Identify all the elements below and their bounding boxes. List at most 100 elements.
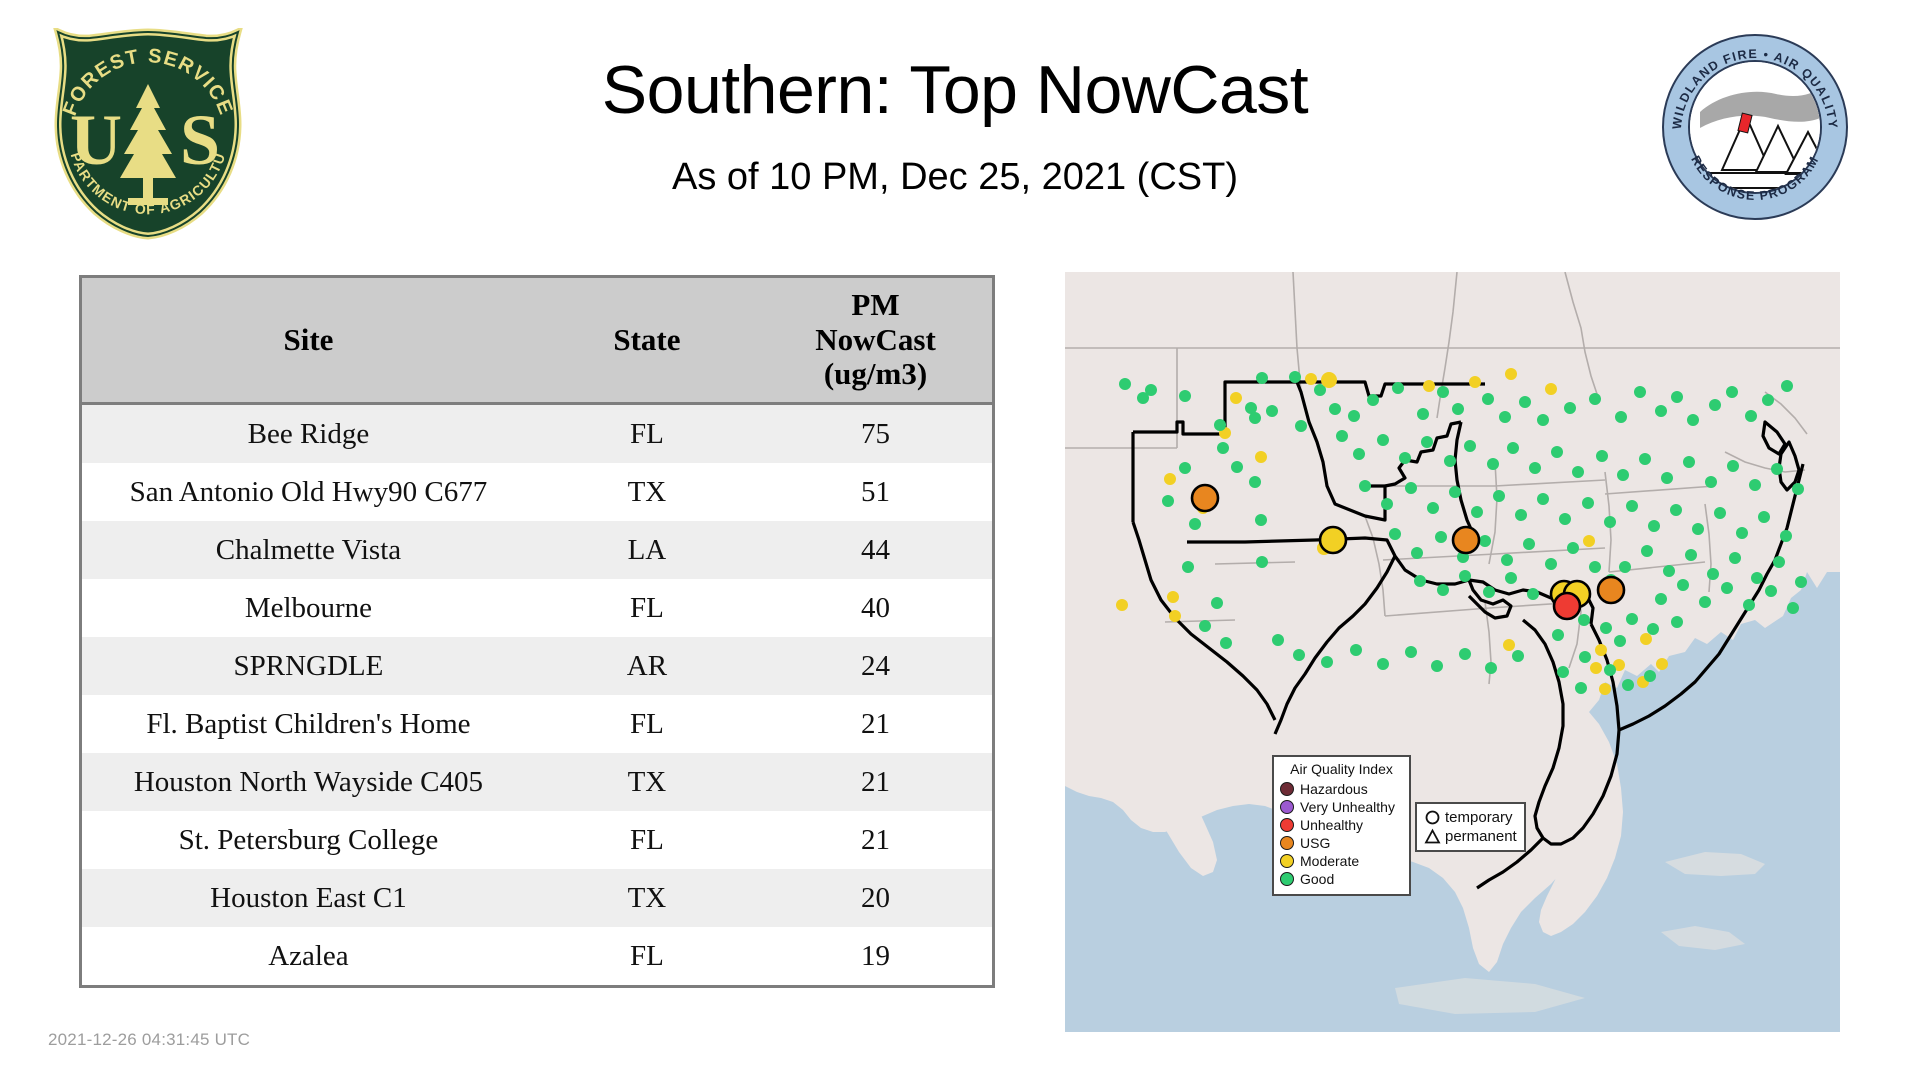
map-marker[interactable] (1600, 622, 1612, 634)
map-marker[interactable] (1217, 442, 1229, 454)
map-marker[interactable] (1421, 436, 1433, 448)
map-marker[interactable] (1745, 410, 1757, 422)
map-marker[interactable] (1583, 535, 1595, 547)
map-marker[interactable] (1179, 390, 1191, 402)
map-marker[interactable] (1655, 593, 1667, 605)
map-marker[interactable] (1437, 584, 1449, 596)
map-marker[interactable] (1647, 623, 1659, 635)
map-marker[interactable] (1231, 461, 1243, 473)
map-marker[interactable] (1604, 516, 1616, 528)
map-marker[interactable] (1399, 452, 1411, 464)
map-marker[interactable] (1727, 460, 1739, 472)
map-marker[interactable] (1683, 456, 1695, 468)
map-marker[interactable] (1266, 405, 1278, 417)
map-marker[interactable] (1557, 666, 1569, 678)
map-marker[interactable] (1707, 568, 1719, 580)
map-marker[interactable] (1537, 414, 1549, 426)
map-marker[interactable] (1164, 473, 1176, 485)
map-marker[interactable] (1599, 683, 1611, 695)
map-marker[interactable] (1431, 660, 1443, 672)
map-marker[interactable] (1648, 520, 1660, 532)
map-marker[interactable] (1444, 455, 1456, 467)
map-marker[interactable] (1795, 576, 1807, 588)
map-marker[interactable] (1551, 446, 1563, 458)
map-marker[interactable] (1321, 372, 1337, 388)
map-marker[interactable] (1626, 500, 1638, 512)
map-marker-highlighted[interactable] (1318, 525, 1348, 555)
map-marker[interactable] (1771, 463, 1783, 475)
map-marker[interactable] (1505, 572, 1517, 584)
map-marker[interactable] (1590, 662, 1602, 674)
map-marker[interactable] (1639, 453, 1651, 465)
map-marker[interactable] (1449, 486, 1461, 498)
map-marker[interactable] (1709, 399, 1721, 411)
map-marker[interactable] (1182, 561, 1194, 573)
map-marker[interactable] (1471, 506, 1483, 518)
map-marker[interactable] (1589, 393, 1601, 405)
map-marker[interactable] (1512, 650, 1524, 662)
map-marker[interactable] (1464, 440, 1476, 452)
map-marker[interactable] (1169, 610, 1181, 622)
map-marker[interactable] (1411, 547, 1423, 559)
map-marker[interactable] (1622, 679, 1634, 691)
map-marker[interactable] (1736, 527, 1748, 539)
map-marker[interactable] (1758, 511, 1770, 523)
map-marker[interactable] (1644, 670, 1656, 682)
map-marker[interactable] (1493, 490, 1505, 502)
map-marker[interactable] (1578, 614, 1590, 626)
map-marker[interactable] (1353, 448, 1365, 460)
map-marker[interactable] (1119, 378, 1131, 390)
map-marker[interactable] (1295, 420, 1307, 432)
map-marker[interactable] (1714, 507, 1726, 519)
map-marker[interactable] (1787, 602, 1799, 614)
map-marker[interactable] (1614, 635, 1626, 647)
map-marker[interactable] (1220, 637, 1232, 649)
map-marker[interactable] (1523, 538, 1535, 550)
map-marker[interactable] (1255, 451, 1267, 463)
map-marker[interactable] (1537, 493, 1549, 505)
map-marker[interactable] (1255, 514, 1267, 526)
map-marker[interactable] (1661, 472, 1673, 484)
map-marker[interactable] (1179, 462, 1191, 474)
map-marker[interactable] (1359, 480, 1371, 492)
map-marker[interactable] (1655, 405, 1667, 417)
map-marker[interactable] (1405, 646, 1417, 658)
map-marker[interactable] (1459, 648, 1471, 660)
map-marker[interactable] (1256, 372, 1268, 384)
map-marker[interactable] (1483, 586, 1495, 598)
map-marker[interactable] (1765, 585, 1777, 597)
map-marker[interactable] (1781, 380, 1793, 392)
map-marker[interactable] (1314, 384, 1326, 396)
map-marker[interactable] (1641, 545, 1653, 557)
map-marker[interactable] (1321, 656, 1333, 668)
map-marker[interactable] (1613, 659, 1625, 671)
map-marker[interactable] (1615, 411, 1627, 423)
map-marker[interactable] (1348, 410, 1360, 422)
map-marker[interactable] (1189, 518, 1201, 530)
map-marker[interactable] (1336, 430, 1348, 442)
map-marker[interactable] (1501, 554, 1513, 566)
aqi-map[interactable]: Air Quality Index Hazardous Very Unhealth… (1065, 272, 1840, 1032)
map-marker[interactable] (1507, 442, 1519, 454)
map-marker[interactable] (1671, 616, 1683, 628)
map-marker[interactable] (1619, 561, 1631, 573)
map-marker[interactable] (1751, 572, 1763, 584)
map-marker[interactable] (1515, 509, 1527, 521)
map-marker[interactable] (1249, 412, 1261, 424)
map-marker[interactable] (1617, 469, 1629, 481)
map-marker[interactable] (1604, 664, 1616, 676)
map-marker[interactable] (1545, 383, 1557, 395)
map-marker[interactable] (1743, 599, 1755, 611)
map-marker[interactable] (1663, 565, 1675, 577)
map-marker[interactable] (1427, 502, 1439, 514)
map-marker[interactable] (1503, 639, 1515, 651)
map-marker[interactable] (1579, 651, 1591, 663)
map-marker[interactable] (1519, 396, 1531, 408)
map-marker[interactable] (1575, 682, 1587, 694)
map-marker[interactable] (1145, 384, 1157, 396)
map-marker[interactable] (1545, 558, 1557, 570)
map-marker[interactable] (1626, 613, 1638, 625)
map-marker[interactable] (1469, 376, 1481, 388)
map-marker-highlighted[interactable] (1190, 483, 1220, 513)
map-marker[interactable] (1377, 434, 1389, 446)
